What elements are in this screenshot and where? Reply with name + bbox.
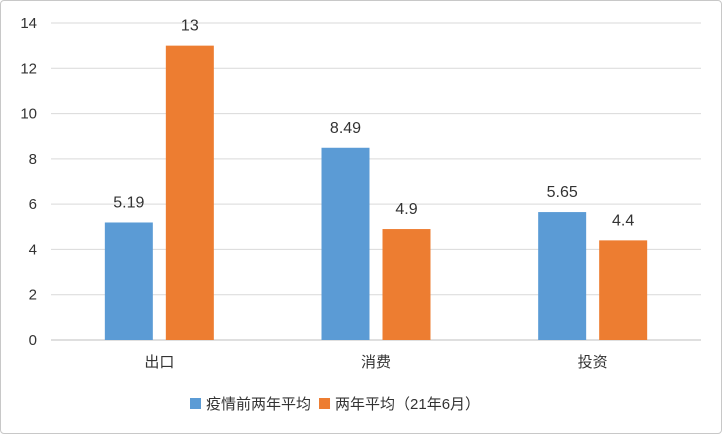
legend-label: 两年平均（21年6月） (335, 396, 480, 413)
y-tick-label: 4 (29, 241, 37, 258)
y-tick-label: 12 (20, 60, 37, 77)
bar-pre-pandemic (104, 222, 153, 340)
y-tick-label: 8 (29, 151, 37, 168)
data-label: 13 (181, 18, 199, 35)
data-label: 5.65 (547, 184, 578, 201)
bar-two-year-avg (165, 45, 214, 341)
data-label: 5.19 (113, 194, 144, 211)
data-label: 8.49 (330, 120, 361, 137)
y-tick-label: 2 (29, 287, 37, 304)
y-tick-label: 6 (29, 196, 37, 213)
x-tick-label: 消费 (361, 354, 391, 371)
legend-swatch (319, 398, 331, 409)
x-tick-label: 出口 (144, 354, 174, 371)
bar-two-year-avg (599, 240, 648, 340)
y-tick-label: 0 (29, 332, 37, 349)
legend-label: 疫情前两年平均 (206, 396, 311, 413)
x-tick-label: 投资 (578, 354, 608, 371)
y-tick-label: 10 (20, 106, 37, 123)
data-label: 4.4 (612, 212, 634, 229)
bar-two-year-avg (382, 229, 431, 340)
y-tick-label: 14 (20, 15, 37, 32)
legend-swatch (190, 398, 201, 409)
bar-pre-pandemic (538, 212, 587, 340)
data-label: 4.9 (395, 201, 417, 218)
bar-pre-pandemic (321, 147, 370, 340)
